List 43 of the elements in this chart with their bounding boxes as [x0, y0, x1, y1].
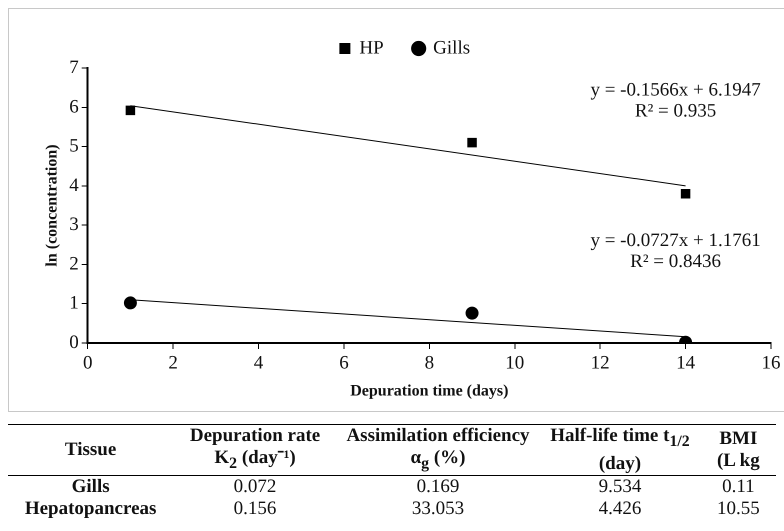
y-tick-label: 4 — [69, 174, 80, 196]
y-tick-label: 2 — [69, 253, 79, 274]
text: 9.534 — [598, 475, 642, 498]
text: 0.11 — [721, 475, 756, 498]
x-tick-label: 16 — [762, 352, 780, 374]
text: BMI (L kg — [716, 426, 761, 473]
text: Hepatopancreas — [24, 498, 158, 520]
text: 33.053 — [410, 498, 466, 520]
point — [124, 296, 137, 310]
y-tick-label: 5 — [69, 136, 79, 157]
text: Half-life time t$_{1/2}$ (day) — [550, 425, 690, 474]
text: 10.55 — [716, 498, 761, 520]
text: Assimilation efficiency α$_{g}$ (%) — [345, 424, 531, 474]
y-tick-label: 0 — [69, 332, 79, 353]
text: 0.072 — [232, 475, 278, 498]
text: Gills — [70, 475, 111, 498]
legend-label: HP — [359, 37, 384, 58]
text: 0.169 — [416, 475, 460, 498]
y-tick-label: 1 — [69, 292, 79, 314]
x-tick-label: 6 — [339, 352, 349, 374]
x-tick-label: 2 — [168, 352, 178, 374]
y-tick-label: 7 — [69, 56, 79, 78]
x-axis-title: Depuration time (days) — [350, 382, 508, 400]
y-tick-label: 6 — [69, 96, 79, 118]
point — [466, 306, 479, 320]
point — [126, 106, 136, 116]
text: 0.156 — [232, 498, 278, 520]
text: 4.426 — [598, 498, 642, 520]
text: Depuration rate K$_{2}$ (day⁻¹) — [188, 424, 322, 474]
y-axis-title: ln (concentration) — [44, 144, 61, 267]
x-tick-label: 14 — [676, 352, 696, 374]
point — [680, 188, 690, 198]
x-tick-label: 10 — [505, 352, 524, 374]
annotation: y = -0.1566x + 6.1947 R² = 0.935 — [590, 79, 761, 122]
text: Tissue — [64, 438, 118, 462]
point — [467, 138, 477, 148]
x-tick-label: 4 — [254, 352, 264, 374]
legend-label: Gills — [433, 37, 470, 58]
x-tick-label: 12 — [590, 352, 610, 374]
annotation: y = -0.0727x + 1.1761 R² = 0.8436 — [590, 230, 761, 272]
x-tick-label: 8 — [424, 352, 434, 374]
y-tick-label: 3 — [69, 214, 79, 236]
x-tick-label: 0 — [82, 352, 92, 374]
